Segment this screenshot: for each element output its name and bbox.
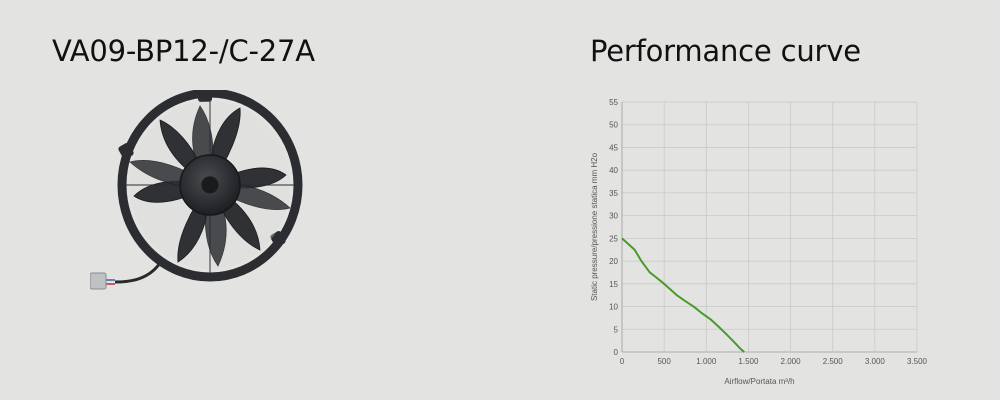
y-tick-label: 45: [609, 143, 618, 152]
product-title: VA09-BP12-/C-27A: [52, 34, 315, 68]
x-tick-label: 0: [620, 357, 625, 366]
y-tick-label: 35: [609, 189, 618, 198]
x-tick-label: 3.000: [865, 357, 886, 366]
fan-image: [89, 88, 310, 310]
y-tick-label: 0: [614, 348, 619, 357]
chart-heading: Performance curve: [590, 34, 861, 68]
x-tick-label: 500: [657, 357, 671, 366]
y-tick-label: 15: [609, 280, 618, 289]
x-tick-label: 1.000: [696, 357, 717, 366]
y-tick-label: 55: [609, 98, 618, 107]
x-tick-label: 2.500: [823, 357, 844, 366]
y-tick-label: 40: [609, 166, 618, 175]
x-tick-label: 1.500: [738, 357, 759, 366]
chart-series: [621, 237, 745, 353]
y-tick-label: 25: [609, 234, 618, 243]
y-tick-label: 50: [609, 121, 618, 130]
y-tick-label: 20: [609, 257, 618, 266]
y-tick-label: 30: [609, 212, 618, 221]
y-tick-label: 10: [609, 303, 618, 312]
x-axis-label: Airflow/Portata m³/h: [724, 377, 794, 386]
performance-chart: 0 5 10 15 20 25 30 35 40 45 50 55 0 500 1.000 1.500 2.0…: [590, 98, 928, 386]
series-line: [621, 237, 745, 353]
x-tick-label: 3.500: [907, 357, 928, 366]
x-tick-label: 2.000: [781, 357, 802, 366]
y-axis-label: Static pressure/pressione statica mm H2o: [590, 152, 599, 301]
y-tick-label: 5: [614, 325, 619, 334]
x-axis-ticks: 0 500 1.000 1.500 2.000 2.500 3.000 3.500: [620, 357, 928, 366]
y-axis-ticks: 0 5 10 15 20 25 30 35 40 45 50 55: [609, 98, 618, 357]
chart-grid: [621, 101, 918, 353]
axial-fan-icon: [89, 88, 303, 290]
